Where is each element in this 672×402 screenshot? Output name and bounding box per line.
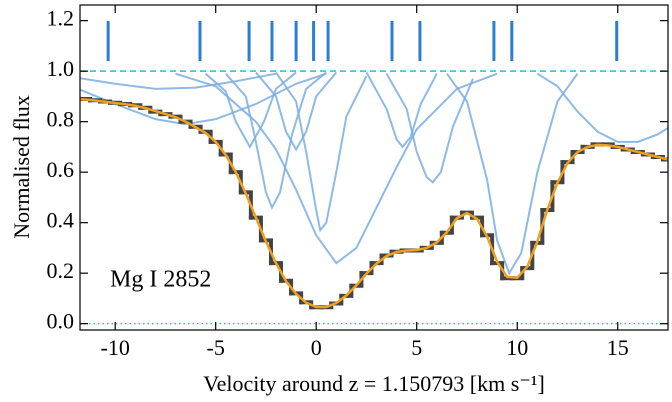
y-tick-label: 1.0: [47, 56, 75, 81]
component-profile: [255, 71, 338, 152]
y-tick-label: 0.4: [47, 208, 75, 233]
component-profile: [224, 71, 327, 210]
component-profile: [446, 73, 579, 276]
flux-step: [540, 180, 555, 213]
model-line: [80, 97, 668, 309]
flux-step: [369, 253, 384, 266]
annotation: Mg I 2852: [110, 267, 211, 293]
x-axis-label: Velocity around z = 1.150793 [km s⁻¹]: [203, 371, 545, 396]
flux-step: [268, 261, 284, 283]
y-tick-label: 0.0: [47, 309, 75, 334]
flux-step: [560, 149, 575, 165]
y-tick-label: 0.6: [47, 157, 75, 182]
component-profile: [275, 71, 368, 233]
component-profile: [385, 73, 474, 184]
x-tick-label: 0: [311, 335, 322, 360]
component-profile: [365, 71, 438, 149]
flux-step: [359, 261, 374, 276]
component-profile: [175, 72, 498, 265]
plot-frame: [79, 4, 669, 331]
component-profile: [80, 72, 277, 90]
x-tick-label: 5: [411, 335, 422, 360]
component-profile: [204, 71, 297, 149]
y-tick-label: 1.2: [47, 6, 75, 31]
flux-step: [550, 160, 565, 185]
component-profile: [536, 72, 668, 143]
component-profile: [80, 72, 327, 126]
x-tick-label: -10: [101, 335, 130, 360]
x-tick-label: 15: [607, 335, 629, 360]
y-axis-label: Normalised flux: [9, 95, 34, 239]
x-tick-label: -5: [207, 335, 225, 360]
plot-area: [80, 21, 668, 325]
y-tick-label: 0.2: [47, 258, 75, 283]
flux-step: [490, 261, 505, 281]
x-tick-label: 10: [506, 335, 528, 360]
y-tick-label: 0.8: [47, 107, 75, 132]
